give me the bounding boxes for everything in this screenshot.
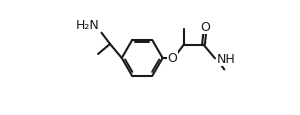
Text: O: O (201, 21, 211, 34)
Text: O: O (168, 52, 178, 65)
Text: NH: NH (216, 53, 235, 66)
Text: H₂N: H₂N (76, 19, 99, 32)
